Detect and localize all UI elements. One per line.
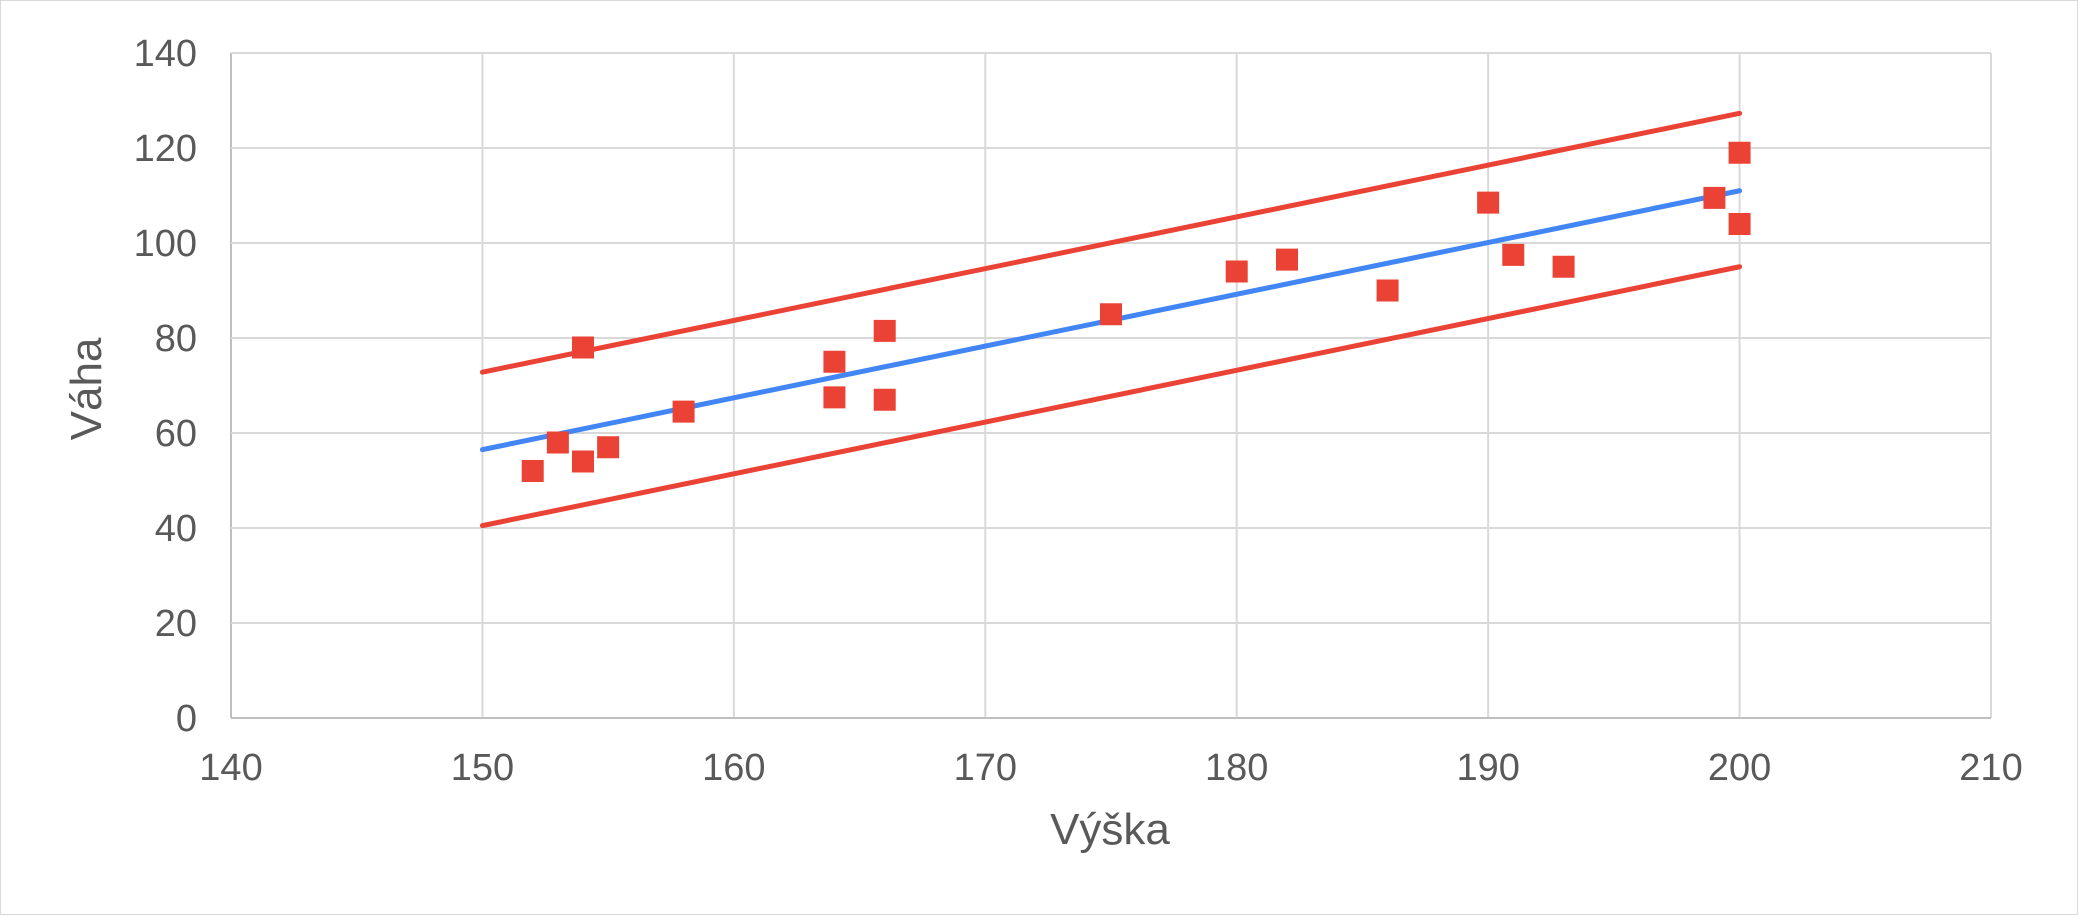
- x-tick-label: 170: [954, 747, 1017, 789]
- data-point: [1276, 248, 1298, 271]
- data-point: [823, 350, 846, 373]
- data-point: [597, 436, 620, 459]
- data-point: [521, 460, 544, 482]
- x-tick-label: 160: [702, 747, 765, 789]
- y-tick-label: 140: [134, 33, 197, 75]
- y-tick-label: 20: [155, 603, 197, 645]
- y-tick-label: 0: [176, 698, 197, 740]
- y-tick-label: 60: [155, 413, 197, 455]
- data-point: [572, 450, 594, 473]
- data-point: [546, 431, 569, 454]
- data-point: [672, 400, 695, 423]
- data-point: [1728, 141, 1751, 164]
- y-tick-label: 40: [155, 508, 197, 550]
- lower-bound-line: [479, 264, 1743, 529]
- data-point: [1728, 213, 1751, 235]
- y-tick-label: 80: [155, 318, 197, 360]
- data-point: [1502, 243, 1525, 266]
- data-point: [873, 388, 896, 411]
- data-points: [521, 141, 1751, 482]
- x-tick-label: 180: [1205, 747, 1268, 789]
- y-tick-label: 120: [134, 128, 197, 170]
- x-tick-labels: 140 150 160 170 180 190 200 210: [199, 747, 2022, 789]
- y-axis-title: Váha: [62, 337, 111, 440]
- data-point: [1477, 191, 1500, 214]
- x-tick-label: 140: [199, 747, 262, 789]
- data-point: [1225, 260, 1248, 283]
- data-point: [1100, 303, 1122, 326]
- x-tick-label: 190: [1456, 747, 1519, 789]
- data-point: [1376, 279, 1399, 302]
- x-tick-label: 210: [1959, 747, 2022, 789]
- upper-bound-line: [479, 110, 1743, 375]
- y-tick-labels: 0 20 40 60 80 100 120 140: [134, 33, 197, 740]
- grid-lines: [230, 52, 1992, 719]
- x-tick-label: 150: [451, 747, 514, 789]
- data-point: [823, 386, 846, 409]
- x-tick-label: 200: [1708, 747, 1771, 789]
- x-axis-title: Výška: [1050, 805, 1170, 854]
- y-tick-label: 100: [134, 223, 197, 265]
- data-point: [1552, 255, 1575, 278]
- data-point: [1703, 186, 1726, 209]
- data-point: [572, 336, 594, 359]
- data-point: [873, 319, 896, 342]
